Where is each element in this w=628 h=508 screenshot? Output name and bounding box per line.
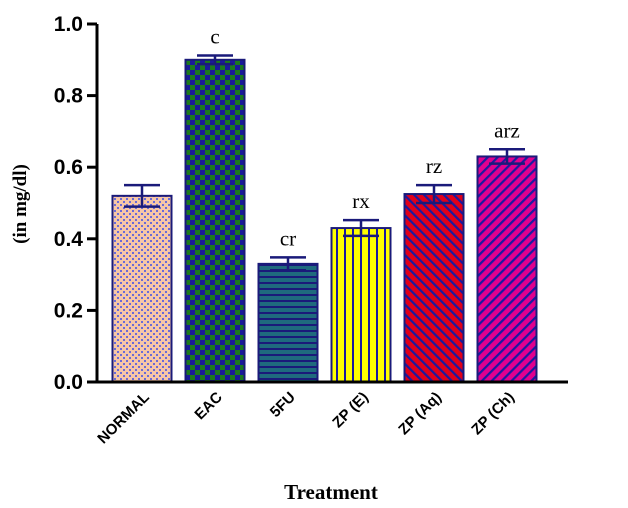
x-tick-label: 5FU [267,389,299,421]
errorbars-group [124,54,525,272]
bar [184,58,246,384]
y-tick-label: 0.4 [54,228,84,251]
x-axis-labels: NORMAL EAC 5FU ZP (E) ZP (Aq) ZP (Ch) [94,389,518,448]
bar [476,155,538,383]
y-tick-label: 0.8 [54,85,84,108]
significance-label: c [210,25,219,49]
x-tick-label: ZP (Aq) [395,389,445,439]
significance-label: rz [426,154,442,178]
x-tick-label: EAC [191,389,226,424]
bar [257,262,319,383]
x-tick-label: ZP (E) [329,389,371,431]
bars-group [111,58,538,384]
significance-label: cr [280,226,296,250]
y-tick-label: 0.0 [54,371,83,394]
bar [403,193,465,383]
x-tick-label: ZP (Ch) [468,389,518,439]
x-axis-title: Treatment [284,480,378,504]
y-axis-title: (in mg/dl) [10,164,31,244]
x-tick-label: NORMAL [94,389,153,448]
significance-label: arz [494,118,520,142]
annotations-group: c cr rx rz arz [210,25,519,251]
y-tick-label: 1.0 [54,13,83,36]
y-tick-label: 0.6 [54,156,83,179]
significance-label: rx [352,189,370,213]
y-tick-label: 0.2 [54,299,83,322]
y-axis-ticks: 0.0 0.2 0.4 0.6 0.8 1.0 [54,13,97,394]
bar [111,194,173,383]
bar [330,227,392,383]
